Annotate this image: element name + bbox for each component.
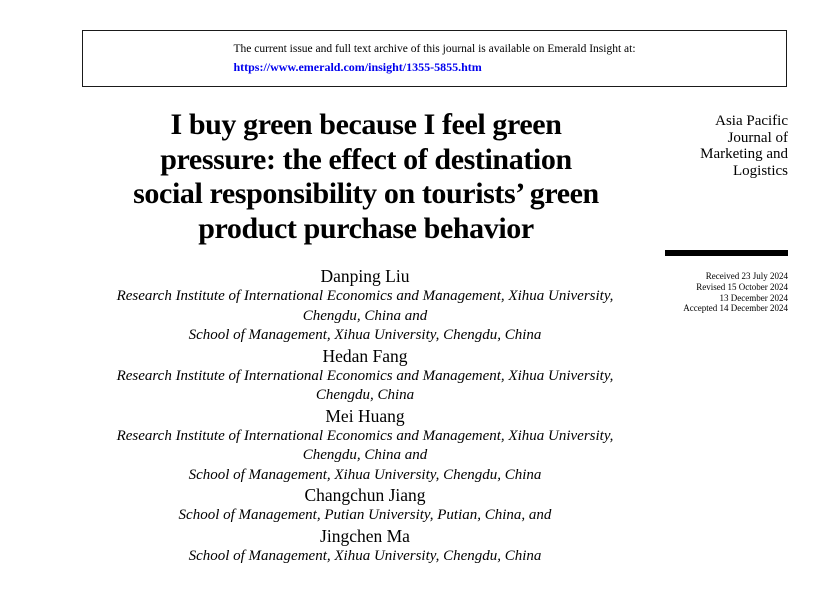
- author-group: Hedan Fang Research Institute of Interna…: [0, 346, 730, 406]
- author-name: Changchun Jiang: [304, 485, 426, 505]
- emerald-insight-link[interactable]: https://www.emerald.com/insight/1355-585…: [233, 60, 482, 74]
- author-group: Mei Huang Research Institute of Internat…: [0, 406, 730, 486]
- author-name: Danping Liu: [320, 266, 410, 286]
- author-list: Danping Liu Research Institute of Intern…: [0, 266, 730, 566]
- archive-notice-line: The current issue and full text archive …: [233, 43, 636, 55]
- author-name: Jingchen Ma: [320, 525, 410, 546]
- author-affiliation: Research Institute of International Econ…: [116, 288, 614, 343]
- archive-notice-box: The current issue and full text archive …: [82, 30, 787, 87]
- author-name: Hedan Fang: [322, 345, 408, 366]
- article-history-dates: Received 23 July 2024 Revised 15 October…: [683, 271, 788, 314]
- archive-notice-text: The current issue and full text archive …: [233, 31, 635, 86]
- author-name: Mei Huang: [325, 405, 405, 426]
- author-group: Danping Liu Research Institute of Intern…: [0, 266, 730, 346]
- author-affiliation: Research Institute of International Econ…: [116, 427, 614, 483]
- author-group: Changchun Jiang School of Management, Pu…: [0, 485, 730, 526]
- section-divider-bar: [665, 250, 788, 256]
- journal-name: Asia Pacific Journal of Marketing and Lo…: [700, 113, 788, 179]
- author-affiliation: School of Management, Putian University,…: [178, 507, 552, 523]
- author-group: Jingchen Ma School of Management, Xihua …: [0, 526, 730, 567]
- article-title: I buy green because I feel green pressur…: [133, 108, 599, 245]
- author-affiliation: School of Management, Xihua University, …: [188, 547, 542, 564]
- author-affiliation: Research Institute of International Econ…: [116, 367, 614, 404]
